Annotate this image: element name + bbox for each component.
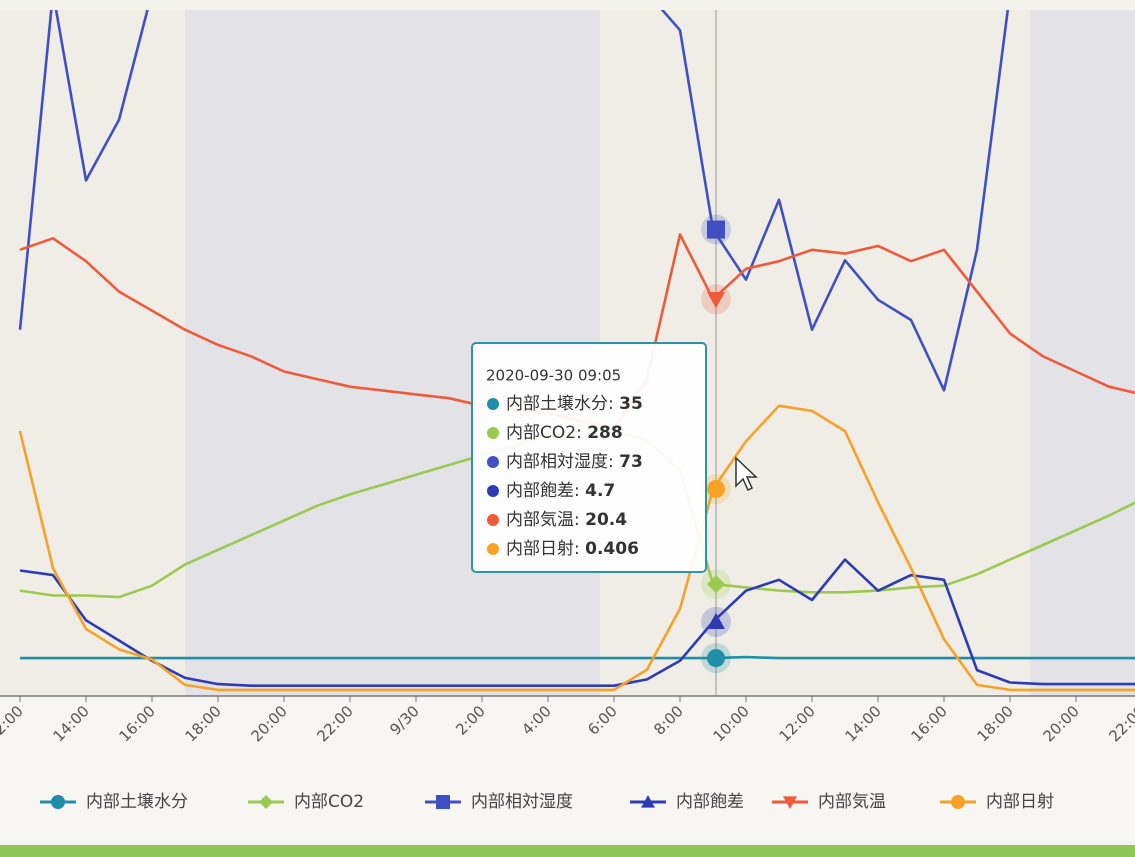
tooltip-dot xyxy=(487,514,499,526)
legend-label: 内部土壌水分 xyxy=(86,792,188,812)
tooltip-name: 内部相対湿度 xyxy=(506,452,608,472)
tooltip-dot xyxy=(487,485,499,497)
chart: 12:0014:0016:0018:0020:0022:009/302:004:… xyxy=(0,0,1135,857)
tooltip-value: 20.4 xyxy=(585,510,627,530)
series-line xyxy=(20,657,1135,658)
tooltip-row: 内部CO2: 288 xyxy=(506,423,623,443)
marker xyxy=(707,649,725,667)
marker xyxy=(436,795,450,809)
tooltip-value: 73 xyxy=(619,452,643,472)
tooltip-name: 内部日射 xyxy=(506,539,574,559)
tooltip-dot xyxy=(487,543,499,555)
night-band xyxy=(1030,10,1135,696)
tooltip-row: 内部相対湿度: 73 xyxy=(506,452,643,472)
tooltip-dot xyxy=(487,427,499,439)
separator: : xyxy=(576,423,587,443)
legend-label: 内部気温 xyxy=(818,792,886,812)
separator: : xyxy=(608,452,619,472)
marker xyxy=(707,221,725,239)
marker xyxy=(951,795,965,809)
separator: : xyxy=(574,481,585,501)
axis-area xyxy=(0,696,1135,841)
tooltip-name: 内部土壌水分 xyxy=(506,394,608,414)
tooltip-row: 内部飽差: 4.7 xyxy=(506,481,615,501)
tooltip-value: 0.406 xyxy=(585,539,639,559)
tooltip-dot xyxy=(487,398,499,410)
tooltip-value: 288 xyxy=(587,423,623,443)
tooltip-dot xyxy=(487,456,499,468)
tooltip: 2020-09-30 09:05 内部土壌水分: 35 内部CO2: 288 内部相… xyxy=(472,343,706,572)
tooltip-value: 4.7 xyxy=(585,481,615,501)
footer-strip xyxy=(0,845,1135,857)
tooltip-name: 内部気温 xyxy=(506,510,574,530)
tooltip-row: 内部気温: 20.4 xyxy=(506,510,627,530)
marker xyxy=(707,480,725,498)
tooltip-name: 内部飽差 xyxy=(506,481,574,501)
legend-label: 内部日射 xyxy=(986,792,1054,812)
legend-label: 内部飽差 xyxy=(676,792,744,812)
tooltip-row: 内部日射: 0.406 xyxy=(506,539,639,559)
marker xyxy=(51,795,65,809)
separator: : xyxy=(574,510,585,530)
legend-label: 内部CO2 xyxy=(294,792,364,812)
separator: : xyxy=(574,539,585,559)
separator: : xyxy=(608,394,619,414)
tooltip-title: 2020-09-30 09:05 xyxy=(486,367,621,385)
tooltip-row: 内部土壌水分: 35 xyxy=(506,394,643,414)
legend-label: 内部相対湿度 xyxy=(471,792,573,812)
tooltip-name: 内部CO2 xyxy=(506,423,576,443)
page: {"chart_data": {"type": "line", "categor… xyxy=(0,0,1135,857)
tooltip-value: 35 xyxy=(619,394,643,414)
